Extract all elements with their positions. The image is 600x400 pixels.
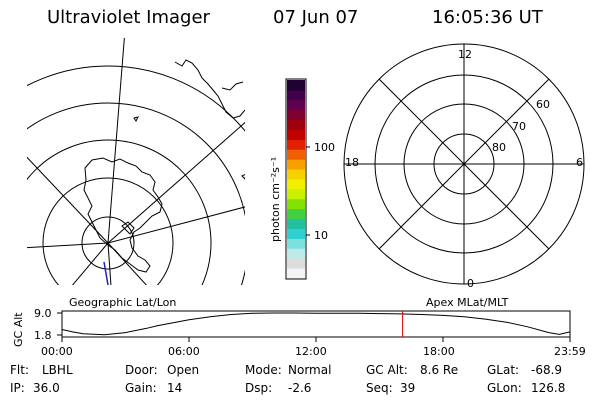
polar-plot bbox=[343, 43, 585, 285]
colorbar-segment bbox=[287, 159, 305, 170]
colorbar-segment bbox=[287, 258, 305, 269]
colorbar-segment bbox=[287, 80, 305, 91]
mlt-label-18: 18 bbox=[345, 156, 359, 169]
meridian-line bbox=[107, 38, 125, 244]
colorbar-segment bbox=[287, 238, 305, 249]
lat-circle bbox=[42, 177, 174, 285]
info-ip-key: IP: bbox=[10, 381, 25, 395]
mlt-label-0: 0 bbox=[467, 277, 474, 290]
island bbox=[121, 221, 135, 235]
info-glat-value: -68.9 bbox=[531, 363, 563, 377]
info-glon-key: GLon: bbox=[487, 381, 522, 395]
colorbar-segment bbox=[287, 188, 305, 200]
info-seq-key: Seq: bbox=[366, 381, 393, 395]
geo-frame-label: Geographic Lat/Lon bbox=[69, 296, 177, 309]
info-flt-key: Flt: bbox=[10, 363, 29, 377]
colorbar-frame bbox=[285, 78, 307, 280]
colorbar bbox=[287, 80, 305, 279]
colorbar-segment bbox=[287, 228, 305, 239]
info-gcalt-key: GC Alt: bbox=[366, 363, 408, 377]
colorbar-segment bbox=[287, 119, 305, 130]
colorbar-tick-label: 10 bbox=[314, 229, 328, 242]
info-dsp-value: -2.6 bbox=[288, 381, 312, 395]
island bbox=[133, 116, 139, 122]
coastline bbox=[221, 81, 244, 91]
info-gain-key: Gain: bbox=[125, 381, 157, 395]
colorbar-segment bbox=[287, 248, 305, 259]
timeline-xtick: 18:00 bbox=[423, 345, 455, 358]
time-label: 16:05:36 UT bbox=[432, 7, 543, 28]
mag-frame-label: Apex MLat/MLT bbox=[426, 296, 509, 309]
coastline bbox=[174, 59, 245, 119]
info-glon-value: 126.8 bbox=[531, 381, 566, 395]
colorbar-segment bbox=[287, 139, 305, 150]
timeline-xtick: 23:59 bbox=[554, 345, 586, 358]
timeline-ytick: 1.8 bbox=[34, 329, 52, 342]
info-flt-value: LBHL bbox=[42, 363, 73, 377]
instrument-title: Ultraviolet Imager bbox=[47, 7, 210, 28]
colorbar-segment bbox=[287, 169, 305, 180]
info-door-key: Door: bbox=[125, 363, 158, 377]
antarctica-coastline bbox=[83, 157, 163, 273]
lat-label-80: 80 bbox=[492, 141, 506, 154]
lat-circle bbox=[27, 65, 245, 132]
info-mode-value: Normal bbox=[288, 363, 332, 377]
lat-label-60: 60 bbox=[536, 98, 550, 111]
date-label: 07 Jun 07 bbox=[273, 7, 359, 28]
timeline-ylabel: GC Alt bbox=[12, 312, 25, 347]
mlt-label-12: 12 bbox=[458, 48, 472, 61]
footprint-marker bbox=[103, 261, 109, 285]
timeline-frame bbox=[61, 310, 571, 338]
timeline-xtick: 06:00 bbox=[168, 345, 200, 358]
colorbar-segment bbox=[287, 109, 305, 121]
lat-circle bbox=[27, 139, 212, 285]
altitude-series-line bbox=[61, 312, 571, 336]
timeline-ytick: 9.0 bbox=[34, 307, 52, 320]
colorbar-tick-label: 100 bbox=[314, 141, 335, 154]
meridian-line bbox=[107, 242, 112, 285]
meridian-line bbox=[27, 242, 109, 249]
colorbar-segment bbox=[287, 268, 305, 279]
colorbar-segment bbox=[287, 179, 305, 190]
mlt-label-6: 6 bbox=[576, 156, 583, 169]
info-mode-key: Mode: bbox=[245, 363, 282, 377]
colorbar-segment bbox=[287, 208, 305, 220]
colorbar-segment bbox=[287, 99, 305, 111]
meridian-line bbox=[107, 206, 245, 244]
meridian-line bbox=[27, 156, 109, 244]
meridian-line bbox=[107, 121, 245, 244]
lat-circle bbox=[81, 216, 135, 270]
mlt-diagonal bbox=[378, 78, 550, 250]
geographic-map bbox=[27, 38, 245, 285]
colorbar-unit-label: photon cm⁻²s⁻¹ bbox=[269, 156, 282, 242]
info-glat-key: GLat: bbox=[487, 363, 520, 377]
info-door-value: Open bbox=[167, 363, 200, 377]
lat-circle bbox=[27, 102, 245, 285]
colorbar-segment bbox=[287, 198, 305, 210]
info-gcalt-value: 8.6 Re bbox=[420, 363, 459, 377]
info-seq-value: 39 bbox=[400, 381, 416, 395]
info-gain-value: 14 bbox=[167, 381, 183, 395]
island bbox=[241, 173, 245, 180]
colorbar-segment bbox=[287, 89, 305, 101]
info-dsp-key: Dsp: bbox=[245, 381, 273, 395]
lat-label-70: 70 bbox=[512, 120, 526, 133]
timeline-xtick: 00:00 bbox=[41, 345, 73, 358]
timeline-xtick: 12:00 bbox=[295, 345, 327, 358]
meridian-line bbox=[71, 242, 109, 285]
colorbar-segment bbox=[287, 218, 305, 229]
info-ip-value: 36.0 bbox=[33, 381, 60, 395]
colorbar-segment bbox=[287, 129, 305, 140]
colorbar-segment bbox=[287, 149, 305, 160]
